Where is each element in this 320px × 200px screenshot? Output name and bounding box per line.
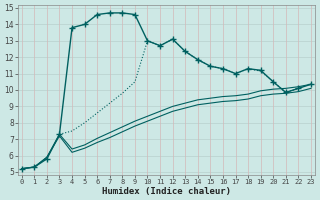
X-axis label: Humidex (Indice chaleur): Humidex (Indice chaleur) (102, 187, 231, 196)
